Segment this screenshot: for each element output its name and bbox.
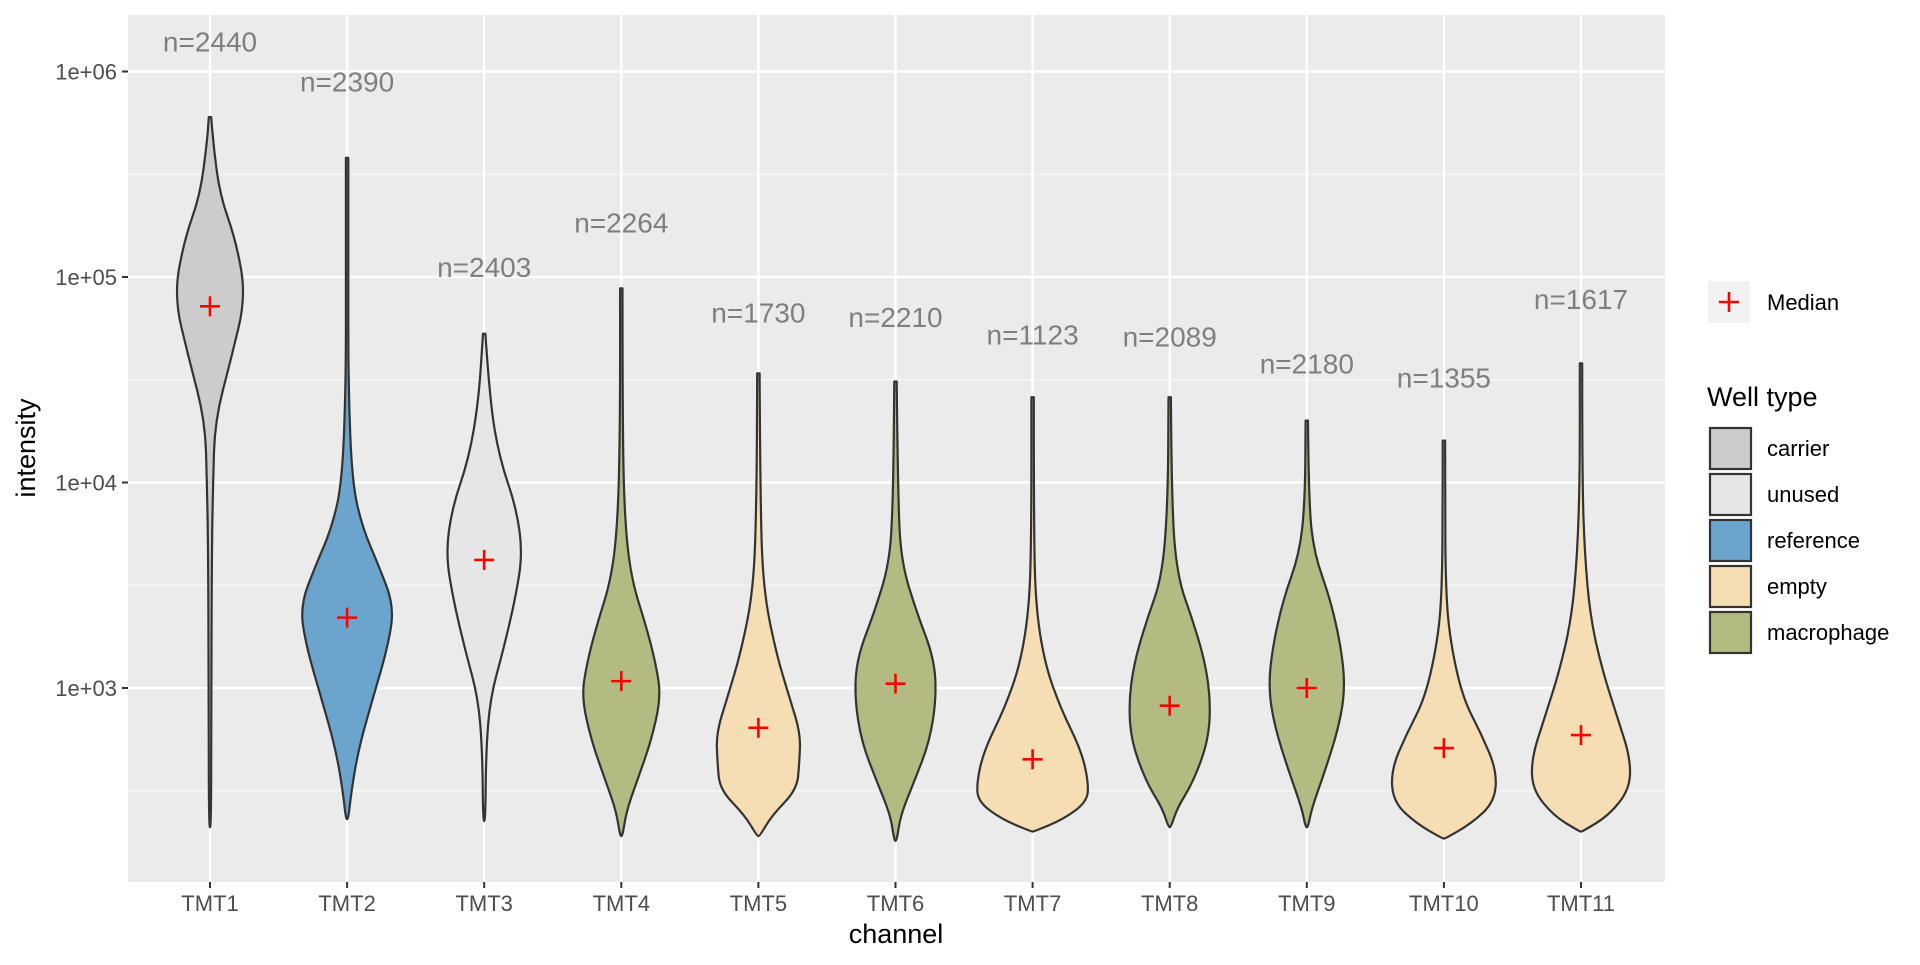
count-label: n=2089 xyxy=(1123,321,1217,352)
count-label: n=2180 xyxy=(1260,348,1354,379)
median-marker xyxy=(1022,749,1043,770)
median-marker xyxy=(1571,725,1591,746)
y-tick-label: 1e+05 xyxy=(55,265,117,290)
count-label: n=2264 xyxy=(574,207,668,238)
legend-label-macrophage: macrophage xyxy=(1767,620,1889,645)
legend-swatch-macrophage xyxy=(1708,610,1753,655)
x-tick-label: TMT11 xyxy=(1547,891,1615,916)
count-label: n=2390 xyxy=(300,66,394,97)
median-marker xyxy=(1159,695,1180,716)
x-tick-label: TMT3 xyxy=(455,891,512,916)
violin-tmt9 xyxy=(1268,419,1346,829)
legend-label-carrier: carrier xyxy=(1767,436,1829,461)
x-tick-label: TMT8 xyxy=(1141,891,1198,916)
x-tick-label: TMT4 xyxy=(593,891,650,916)
median-marker xyxy=(1296,678,1317,698)
violin-tmt11 xyxy=(1530,362,1632,833)
violin-tmt2 xyxy=(301,156,394,821)
median-marker xyxy=(200,296,220,317)
legend-title: Well type xyxy=(1707,382,1818,412)
legend-swatch-carrier xyxy=(1708,426,1753,471)
legend-swatch-empty xyxy=(1708,564,1753,609)
x-axis-title: channel xyxy=(849,919,944,949)
count-label: n=2210 xyxy=(848,302,942,333)
count-label: n=1355 xyxy=(1397,362,1491,393)
x-tick-label: TMT7 xyxy=(1004,891,1061,916)
violin-tmt6 xyxy=(854,380,937,843)
x-tick-label: TMT2 xyxy=(318,891,375,916)
median-legend-label: Median xyxy=(1767,290,1839,315)
legend-label-unused: unused xyxy=(1767,482,1839,507)
violin-tmt3 xyxy=(446,332,522,823)
violin-tmt8 xyxy=(1128,396,1211,829)
y-axis: 1e+03 1e+04 1e+05 1e+06 xyxy=(55,60,128,701)
count-label: n=2403 xyxy=(437,252,531,283)
median-marker xyxy=(885,673,906,694)
count-label: n=1617 xyxy=(1534,284,1628,315)
median-marker xyxy=(748,717,769,738)
y-tick-label: 1e+04 xyxy=(55,471,117,496)
violin-tmt1 xyxy=(175,116,245,829)
count-label: n=2440 xyxy=(163,27,257,58)
violin-tmt7 xyxy=(976,396,1089,833)
legend-label-reference: reference xyxy=(1767,528,1860,553)
legend-label-empty: empty xyxy=(1767,574,1827,599)
count-label: n=1123 xyxy=(987,319,1079,350)
x-tick-label: TMT10 xyxy=(1409,891,1479,916)
y-tick-label: 1e+03 xyxy=(55,676,117,701)
count-labels: n=2440 n=2390 n=2403 n=2264 n=1730 n=2210 n=11… xyxy=(163,27,1628,394)
median-markers xyxy=(200,296,1591,770)
x-tick-label: TMT9 xyxy=(1278,891,1335,916)
count-label: n=1730 xyxy=(711,298,805,329)
violin-tmt4 xyxy=(582,287,661,838)
legend: Median Well type carrier unused reference emp… xyxy=(1707,281,1889,655)
y-tick-label: 1e+06 xyxy=(55,60,117,85)
x-axis: TMT1 TMT2 TMT3 TMT4 TMT5 TMT6 TMT7 TMT8 TMT9 TMT1… xyxy=(181,882,1615,916)
median-marker xyxy=(337,607,358,628)
median-marker xyxy=(611,671,632,692)
violin-tmt10 xyxy=(1390,439,1497,840)
violin-tmt5 xyxy=(715,372,802,838)
legend-swatch-reference xyxy=(1708,518,1753,563)
x-tick-label: TMT6 xyxy=(867,891,924,916)
y-axis-title: intensity xyxy=(11,398,41,498)
median-marker xyxy=(474,549,495,570)
violins xyxy=(175,116,1632,843)
x-tick-label: TMT5 xyxy=(730,891,787,916)
legend-swatch-unused xyxy=(1708,472,1753,517)
x-tick-label: TMT1 xyxy=(181,891,238,916)
median-marker xyxy=(1433,738,1454,759)
